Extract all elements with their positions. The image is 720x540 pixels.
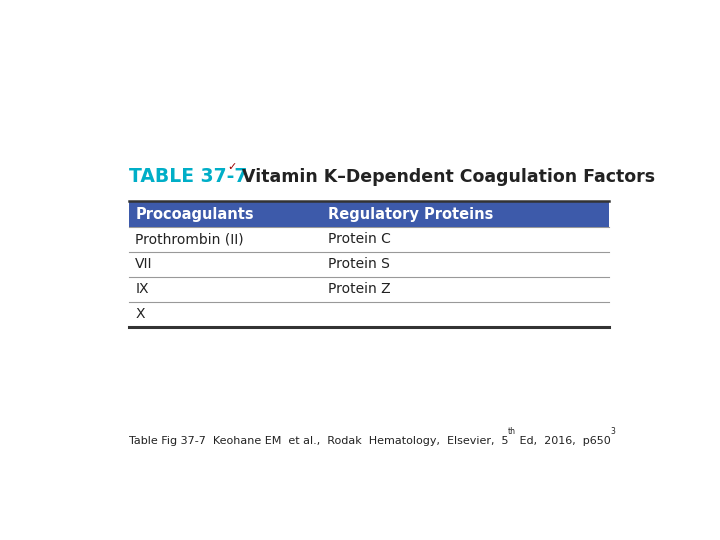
Text: Table Fig 37-7  Keohane EM  et al.,  Rodak  Hematology,  Elsevier,  5: Table Fig 37-7 Keohane EM et al., Rodak … [128,436,508,446]
Text: Vitamin K–Dependent Coagulation Factors: Vitamin K–Dependent Coagulation Factors [236,168,655,186]
Text: TABLE 37-7: TABLE 37-7 [128,167,247,186]
Text: Protein C: Protein C [328,232,391,246]
Text: Regulatory Proteins: Regulatory Proteins [328,207,494,221]
Text: ✓: ✓ [228,163,237,172]
Text: Protein S: Protein S [328,258,390,272]
Text: 3: 3 [611,427,616,436]
Text: X: X [135,307,145,321]
Text: Procoagulants: Procoagulants [135,207,254,221]
Text: th: th [508,427,516,436]
Text: IX: IX [135,282,149,296]
Bar [128,201,610,227]
Text: VII: VII [135,258,153,272]
Text: Prothrombin (II): Prothrombin (II) [135,232,244,246]
Text: Ed,  2016,  p650: Ed, 2016, p650 [516,436,611,446]
Text: Protein Z: Protein Z [328,282,391,296]
